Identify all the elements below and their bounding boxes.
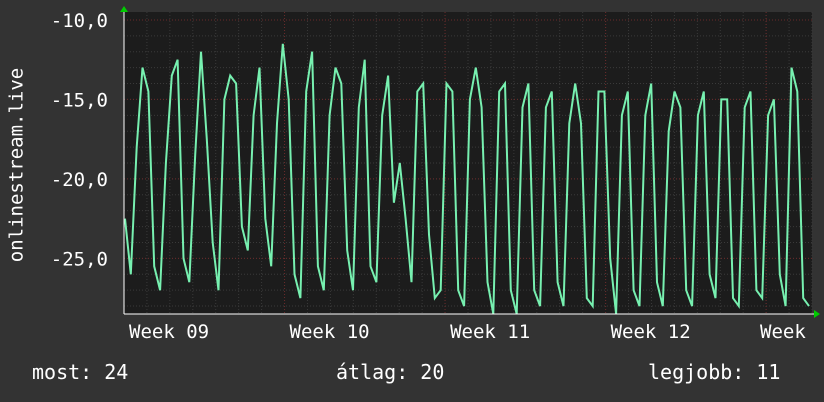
y-tick-label: -15,0 xyxy=(51,89,108,111)
x-tick-label: Week 10 xyxy=(290,321,370,343)
y-tick-label: -10,0 xyxy=(51,10,108,32)
y-tick-labels: -10,0 -15,0 -20,0 -25,0 xyxy=(51,10,108,270)
x-tick-label: Week xyxy=(760,321,806,343)
x-axis-arrow xyxy=(814,310,820,318)
x-tick-label: Week 12 xyxy=(611,321,691,343)
y-tick-label: -20,0 xyxy=(51,169,108,191)
stat-current: most: 24 xyxy=(32,360,129,384)
series-line xyxy=(124,43,810,315)
stats-bar: most: 24 átlag: 20 legjobb: 11 xyxy=(0,360,824,390)
x-tick-label: Week 11 xyxy=(450,321,530,343)
y-axis-arrow xyxy=(120,6,128,12)
y-tick-label: -25,0 xyxy=(51,248,108,270)
x-tick-label: Week 09 xyxy=(129,321,209,343)
stat-average: átlag: 20 xyxy=(336,360,445,384)
x-tick-labels: Week 09 Week 10 Week 11 Week 12 Week xyxy=(129,321,806,343)
stat-best: legjobb: 11 xyxy=(648,360,781,384)
y-axis-label: onlinestream.live xyxy=(6,68,28,262)
chart: -10,0-15,0-20,0-25,0 Week 09 Week 10 Week … xyxy=(6,6,820,343)
